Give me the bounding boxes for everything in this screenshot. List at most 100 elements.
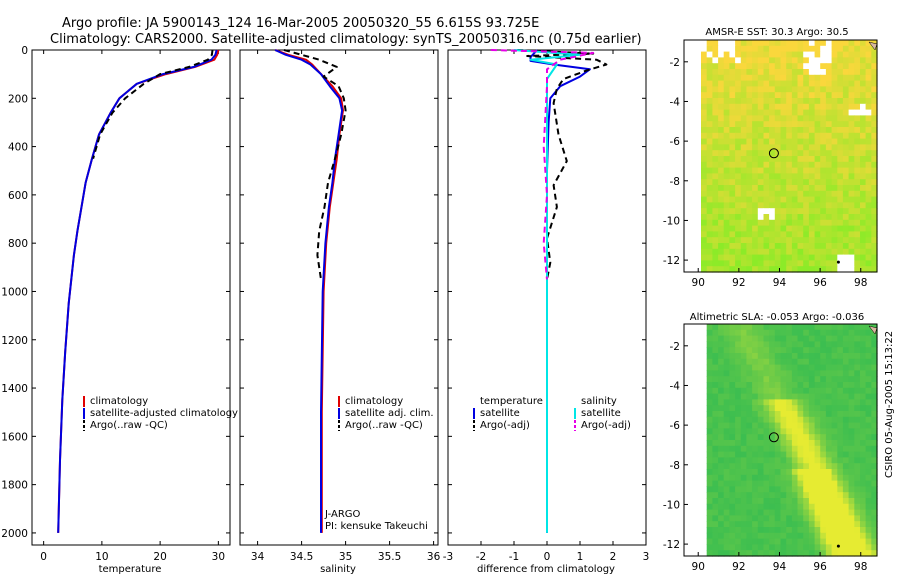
map-cell <box>757 115 765 122</box>
map-cell <box>871 405 878 412</box>
map-cell <box>752 248 759 256</box>
map-cell <box>786 382 793 389</box>
map-cell <box>769 532 776 540</box>
map-cell <box>831 80 838 87</box>
map-cell <box>723 69 730 76</box>
map-cell <box>791 63 799 70</box>
map-cell <box>791 243 799 250</box>
map-cell <box>786 515 793 522</box>
map-cell <box>820 382 827 389</box>
map-cell <box>774 393 782 400</box>
map-cell <box>842 127 850 134</box>
map-cell <box>791 393 799 400</box>
map-cell <box>706 347 713 354</box>
map-cell <box>854 358 861 366</box>
map-cell <box>735 469 742 476</box>
map-cell <box>791 387 799 395</box>
map-cell <box>797 243 804 250</box>
annotation-pi: PI: kensuke Takeuchi <box>325 521 428 532</box>
map-cell <box>831 405 838 412</box>
map-cell <box>831 544 838 551</box>
map-cell <box>723 480 730 487</box>
map-cell <box>860 422 867 429</box>
map-cell <box>752 538 759 545</box>
map-cell <box>808 538 816 545</box>
map-cell <box>735 335 742 342</box>
map-cell <box>774 457 782 464</box>
salinity-legend: climatology satellite adj. clim. Argo(..… <box>338 396 434 431</box>
map-cell <box>712 248 719 256</box>
map-cell <box>718 474 725 482</box>
map-cell <box>752 335 759 342</box>
map-cell <box>808 80 816 87</box>
map-cell <box>820 231 827 238</box>
map-cell <box>860 329 867 337</box>
map-cell <box>712 457 719 464</box>
sst-axes: 90 92 94 96 98-2-4-6-8-10-12 <box>663 57 868 289</box>
map-cell <box>797 98 804 105</box>
map-cell <box>774 463 782 470</box>
map-cell <box>803 416 810 424</box>
map-cell <box>712 266 719 273</box>
map-cell <box>740 434 748 441</box>
map-cell <box>842 231 850 238</box>
map-cell <box>825 376 833 383</box>
y-tick-label: -2 <box>670 57 680 69</box>
map-cell <box>723 260 730 267</box>
map-cell <box>740 103 748 111</box>
map-cell <box>763 45 770 53</box>
map-cell <box>808 219 816 227</box>
map-cell <box>718 237 725 244</box>
map-cell <box>865 544 872 551</box>
map-cell <box>746 173 753 180</box>
map-cell <box>763 550 770 557</box>
map-cell <box>808 405 816 412</box>
map-cell <box>746 266 753 273</box>
map-cell <box>848 329 855 337</box>
map-cell <box>780 445 787 453</box>
map-cell <box>729 202 736 209</box>
map-cell <box>780 69 787 76</box>
map-cell <box>854 434 861 441</box>
map-cell <box>746 335 753 342</box>
map-cell <box>803 422 810 429</box>
map-cell <box>791 231 799 238</box>
map-cell <box>848 387 855 395</box>
map-cell <box>780 132 787 140</box>
map-cell <box>865 486 872 493</box>
map-cell <box>865 550 872 557</box>
map-cell <box>820 237 827 244</box>
map-cell <box>769 521 776 528</box>
map-cell <box>797 440 804 447</box>
map-cell <box>718 51 725 58</box>
map-cell <box>803 219 810 227</box>
title-line-1: Argo profile: JA 5900143_124 16-Mar-2005… <box>62 16 539 31</box>
map-cell <box>712 532 719 540</box>
map-cell <box>786 370 793 377</box>
map-cell <box>820 167 827 174</box>
map-cell <box>854 411 861 418</box>
map-cell <box>865 127 872 134</box>
series-line <box>92 49 214 159</box>
map-cell <box>752 69 759 76</box>
map-cell <box>825 422 833 429</box>
map-cell <box>848 416 855 424</box>
map-cell <box>814 550 821 557</box>
map-cell <box>757 387 765 395</box>
map-cell <box>808 370 816 377</box>
map-cell <box>718 527 725 534</box>
map-cell <box>706 521 713 528</box>
map-cell <box>740 132 748 140</box>
map-cell <box>718 422 725 429</box>
map-cell <box>854 324 861 331</box>
map-cell <box>786 324 793 331</box>
map-cell <box>814 225 821 232</box>
map-cell <box>718 63 725 70</box>
map-cell <box>763 144 770 151</box>
map-cell <box>752 353 759 360</box>
map-cell <box>723 393 730 400</box>
map-cell <box>808 440 816 447</box>
map-cell <box>729 498 736 505</box>
map-cell <box>757 324 765 331</box>
map-cell <box>769 445 776 453</box>
